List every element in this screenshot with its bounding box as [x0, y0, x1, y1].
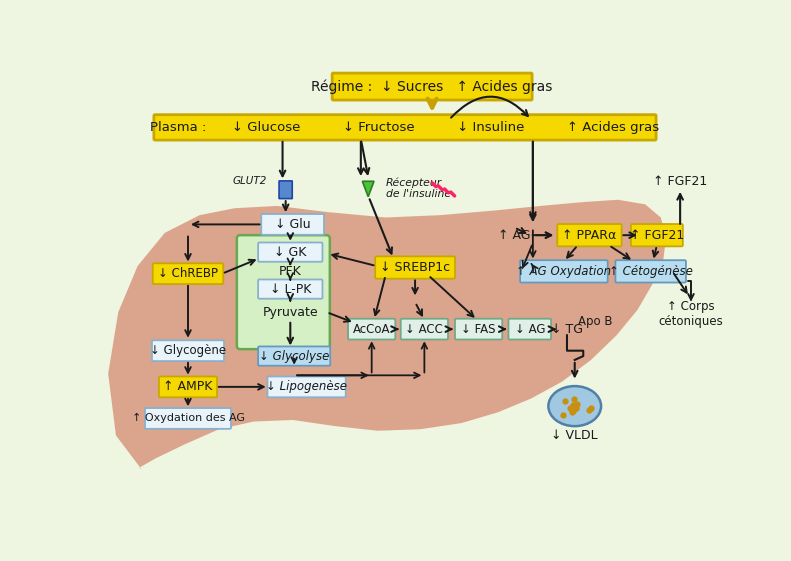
FancyBboxPatch shape — [332, 73, 532, 100]
Text: GLUT2: GLUT2 — [233, 176, 267, 186]
Text: ↓ Glycogène: ↓ Glycogène — [150, 344, 226, 357]
Text: ↓ TG: ↓ TG — [551, 323, 583, 335]
Text: ↑ Oxydation des AG: ↑ Oxydation des AG — [131, 413, 244, 424]
FancyBboxPatch shape — [615, 260, 686, 283]
FancyBboxPatch shape — [509, 319, 551, 339]
Polygon shape — [108, 200, 666, 469]
Text: ↓ VLDL: ↓ VLDL — [551, 429, 598, 442]
Text: ↑ AG Oxydation: ↑ AG Oxydation — [517, 265, 611, 278]
FancyBboxPatch shape — [401, 319, 448, 339]
FancyBboxPatch shape — [258, 279, 323, 298]
FancyArrowPatch shape — [451, 96, 528, 118]
Text: ↑ Corps
cétoniques: ↑ Corps cétoniques — [659, 300, 723, 328]
Text: ↑ FGF21: ↑ FGF21 — [630, 229, 684, 242]
Text: Apo B: Apo B — [577, 315, 612, 328]
FancyBboxPatch shape — [159, 376, 217, 397]
Text: ↑ AMPK: ↑ AMPK — [163, 380, 213, 393]
FancyBboxPatch shape — [237, 235, 330, 349]
Text: ↑ FGF21: ↑ FGF21 — [653, 175, 707, 188]
FancyBboxPatch shape — [631, 224, 683, 246]
Text: Pyruvate: Pyruvate — [263, 306, 318, 319]
FancyBboxPatch shape — [154, 114, 656, 140]
Text: ↑ Cétogénèse: ↑ Cétogénèse — [609, 265, 693, 278]
FancyBboxPatch shape — [145, 408, 231, 429]
Text: ↓ Lipogenèse: ↓ Lipogenèse — [266, 380, 347, 393]
FancyBboxPatch shape — [348, 319, 396, 339]
Text: ↑ AG: ↑ AG — [498, 229, 531, 242]
Text: ↓ L-PK: ↓ L-PK — [270, 283, 311, 296]
FancyBboxPatch shape — [258, 347, 330, 366]
Text: ↓ Glu: ↓ Glu — [274, 218, 310, 231]
FancyBboxPatch shape — [455, 319, 502, 339]
FancyBboxPatch shape — [267, 376, 346, 397]
Text: ↓ SREBP1c: ↓ SREBP1c — [380, 261, 450, 274]
Text: ↓ ChREBP: ↓ ChREBP — [158, 267, 218, 280]
Ellipse shape — [548, 386, 601, 426]
FancyBboxPatch shape — [375, 256, 455, 279]
Text: ↓ GK: ↓ GK — [274, 246, 306, 259]
Text: PFK: PFK — [279, 265, 301, 278]
FancyBboxPatch shape — [152, 341, 224, 361]
Text: Plasma :      ↓ Glucose          ↓ Fructose          ↓ Insuline          ↑ Acide: Plasma : ↓ Glucose ↓ Fructose ↓ Insuline… — [150, 121, 660, 134]
Polygon shape — [362, 181, 374, 197]
FancyBboxPatch shape — [153, 263, 223, 284]
Text: Régime :  ↓ Sucres   ↑ Acides gras: Régime : ↓ Sucres ↑ Acides gras — [312, 79, 553, 94]
FancyBboxPatch shape — [261, 214, 324, 235]
FancyBboxPatch shape — [520, 260, 607, 283]
Text: ↓ AG: ↓ AG — [514, 323, 545, 335]
Text: Récepteur
de l'insuline: Récepteur de l'insuline — [386, 177, 451, 199]
FancyBboxPatch shape — [258, 242, 323, 262]
Text: ↑ PPARα: ↑ PPARα — [562, 229, 616, 242]
Text: ↓ Glycolyse: ↓ Glycolyse — [259, 350, 329, 362]
FancyBboxPatch shape — [558, 224, 622, 246]
Text: ↓ FAS: ↓ FAS — [461, 323, 496, 335]
FancyBboxPatch shape — [279, 181, 292, 199]
Text: AcCoA: AcCoA — [353, 323, 391, 335]
Text: ↓ ACC: ↓ ACC — [406, 323, 443, 335]
